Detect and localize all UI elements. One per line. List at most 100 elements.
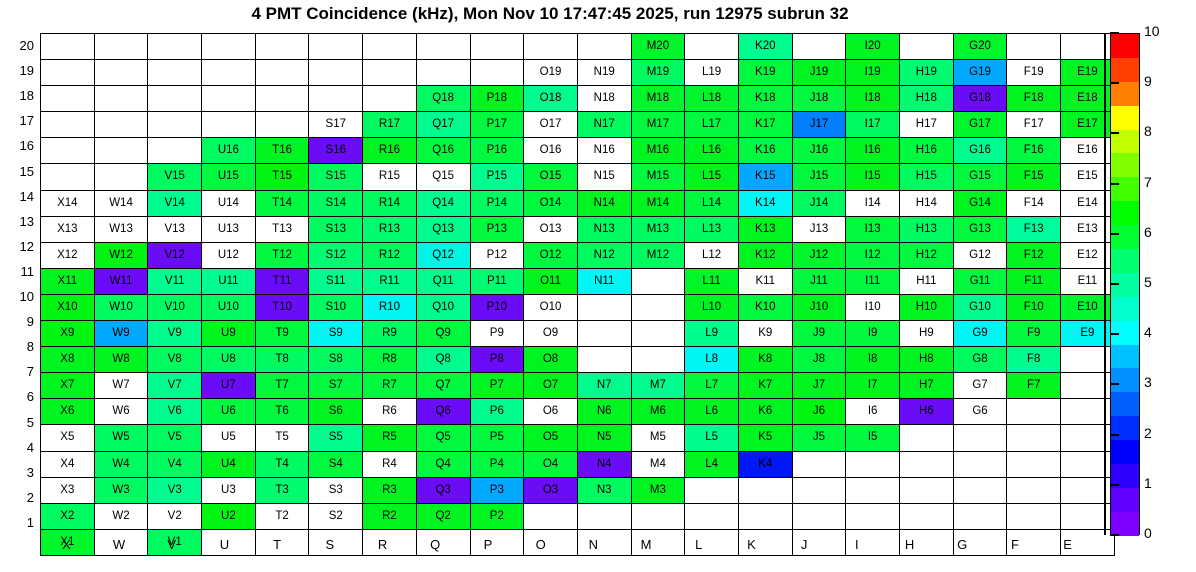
heatmap-cell[interactable]: K7 bbox=[737, 372, 793, 400]
heatmap-cell[interactable] bbox=[1060, 476, 1115, 504]
heatmap-cell[interactable]: H8 bbox=[899, 346, 954, 374]
heatmap-cell[interactable]: X1 bbox=[40, 528, 95, 556]
heatmap-cell[interactable] bbox=[93, 59, 149, 87]
heatmap-cell[interactable]: F12 bbox=[1006, 241, 1062, 269]
heatmap-cell[interactable]: L13 bbox=[684, 215, 739, 243]
heatmap-cell[interactable]: G8 bbox=[952, 346, 1008, 374]
heatmap-cell[interactable]: L4 bbox=[684, 450, 739, 478]
heatmap-cell[interactable]: Q14 bbox=[415, 189, 471, 217]
heatmap-cell[interactable] bbox=[952, 424, 1008, 452]
heatmap-cell[interactable]: Q4 bbox=[415, 450, 471, 478]
heatmap-cell[interactable]: E19 bbox=[1060, 59, 1115, 87]
heatmap-cell[interactable]: I11 bbox=[845, 267, 900, 295]
heatmap-cell[interactable] bbox=[40, 111, 95, 139]
heatmap-cell[interactable]: U15 bbox=[201, 163, 256, 191]
heatmap-cell[interactable]: R5 bbox=[362, 424, 417, 452]
heatmap-cell[interactable]: N14 bbox=[576, 189, 632, 217]
heatmap-cell[interactable]: L17 bbox=[684, 111, 739, 139]
heatmap-cell[interactable]: X10 bbox=[40, 293, 95, 322]
heatmap-cell[interactable]: O15 bbox=[523, 163, 578, 191]
heatmap-cell[interactable]: G19 bbox=[952, 59, 1008, 87]
heatmap-cell[interactable]: R16 bbox=[362, 137, 417, 165]
heatmap-cell[interactable]: I14 bbox=[845, 189, 900, 217]
heatmap-cell[interactable]: Q11 bbox=[415, 267, 471, 295]
heatmap-cell[interactable]: Q13 bbox=[415, 215, 471, 243]
heatmap-cell[interactable]: J7 bbox=[791, 372, 847, 400]
heatmap-cell[interactable]: V13 bbox=[147, 215, 203, 243]
heatmap-cell[interactable]: J8 bbox=[791, 346, 847, 374]
heatmap-cell[interactable]: E18 bbox=[1060, 85, 1115, 113]
heatmap-cell[interactable] bbox=[791, 476, 847, 504]
heatmap-cell[interactable]: X5 bbox=[40, 424, 95, 452]
heatmap-cell[interactable]: W2 bbox=[93, 502, 149, 530]
heatmap-cell[interactable]: O16 bbox=[523, 137, 578, 165]
heatmap-cell[interactable] bbox=[630, 293, 686, 322]
heatmap-cell[interactable]: J14 bbox=[791, 189, 847, 217]
heatmap-cell[interactable]: F11 bbox=[1006, 267, 1062, 295]
heatmap-cell[interactable]: L9 bbox=[684, 320, 739, 348]
heatmap-cell[interactable]: S11 bbox=[308, 267, 364, 295]
heatmap-cell[interactable] bbox=[201, 85, 256, 113]
heatmap-cell[interactable]: E13 bbox=[1060, 215, 1115, 243]
heatmap-cell[interactable]: X11 bbox=[40, 267, 95, 295]
heatmap-cell[interactable]: P13 bbox=[469, 215, 525, 243]
heatmap-cell[interactable]: P18 bbox=[469, 85, 525, 113]
heatmap-cell[interactable]: H12 bbox=[899, 241, 954, 269]
heatmap-cell[interactable]: I7 bbox=[845, 372, 900, 400]
heatmap-cell[interactable]: H17 bbox=[899, 111, 954, 139]
heatmap-cell[interactable] bbox=[40, 163, 95, 191]
heatmap-cell[interactable]: P15 bbox=[469, 163, 525, 191]
heatmap-cell[interactable] bbox=[845, 502, 900, 530]
heatmap-cell[interactable]: W10 bbox=[93, 293, 149, 322]
heatmap-cell[interactable] bbox=[469, 32, 525, 61]
heatmap-cell[interactable]: G10 bbox=[952, 293, 1008, 322]
heatmap-cell[interactable]: J16 bbox=[791, 137, 847, 165]
heatmap-cell[interactable]: N17 bbox=[576, 111, 632, 139]
heatmap-cell[interactable]: T4 bbox=[254, 450, 310, 478]
heatmap-cell[interactable] bbox=[254, 59, 310, 87]
heatmap-cell[interactable] bbox=[1006, 32, 1062, 61]
heatmap-cell[interactable]: M6 bbox=[630, 398, 686, 426]
heatmap-cell[interactable]: O11 bbox=[523, 267, 578, 295]
heatmap-cell[interactable]: O18 bbox=[523, 85, 578, 113]
heatmap-cell[interactable]: U8 bbox=[201, 346, 256, 374]
heatmap-cell[interactable]: T8 bbox=[254, 346, 310, 374]
heatmap-cell[interactable]: N16 bbox=[576, 137, 632, 165]
heatmap-cell[interactable]: R3 bbox=[362, 476, 417, 504]
heatmap-cell[interactable]: X2 bbox=[40, 502, 95, 530]
heatmap-cell[interactable] bbox=[1060, 528, 1115, 556]
heatmap-cell[interactable] bbox=[1006, 398, 1062, 426]
heatmap-cell[interactable]: T12 bbox=[254, 241, 310, 269]
heatmap-cell[interactable]: T5 bbox=[254, 424, 310, 452]
heatmap-cell[interactable] bbox=[362, 528, 417, 556]
heatmap-cell[interactable]: K4 bbox=[737, 450, 793, 478]
heatmap-cell[interactable]: F18 bbox=[1006, 85, 1062, 113]
heatmap-cell[interactable]: Q15 bbox=[415, 163, 471, 191]
heatmap-cell[interactable]: G16 bbox=[952, 137, 1008, 165]
heatmap-cell[interactable]: G9 bbox=[952, 320, 1008, 348]
heatmap-cell[interactable]: F17 bbox=[1006, 111, 1062, 139]
heatmap-cell[interactable]: V3 bbox=[147, 476, 203, 504]
heatmap-cell[interactable]: I15 bbox=[845, 163, 900, 191]
heatmap-cell[interactable] bbox=[254, 111, 310, 139]
heatmap-cell[interactable]: S14 bbox=[308, 189, 364, 217]
heatmap-cell[interactable] bbox=[93, 111, 149, 139]
heatmap-cell[interactable]: E10 bbox=[1060, 293, 1115, 322]
heatmap-cell[interactable] bbox=[308, 32, 364, 61]
heatmap-cell[interactable]: Q17 bbox=[415, 111, 471, 139]
heatmap-cell[interactable]: U4 bbox=[201, 450, 256, 478]
heatmap-cell[interactable]: S15 bbox=[308, 163, 364, 191]
heatmap-cell[interactable]: L7 bbox=[684, 372, 739, 400]
heatmap-cell[interactable]: W4 bbox=[93, 450, 149, 478]
heatmap-cell[interactable]: V11 bbox=[147, 267, 203, 295]
heatmap-cell[interactable]: M14 bbox=[630, 189, 686, 217]
heatmap-cell[interactable]: J18 bbox=[791, 85, 847, 113]
heatmap-cell[interactable] bbox=[308, 85, 364, 113]
heatmap-cell[interactable]: P9 bbox=[469, 320, 525, 348]
heatmap-cell[interactable]: R4 bbox=[362, 450, 417, 478]
heatmap-cell[interactable] bbox=[254, 32, 310, 61]
heatmap-cell[interactable] bbox=[1060, 424, 1115, 452]
heatmap-cell[interactable]: I5 bbox=[845, 424, 900, 452]
heatmap-cell[interactable]: J6 bbox=[791, 398, 847, 426]
heatmap-cell[interactable]: J10 bbox=[791, 293, 847, 322]
